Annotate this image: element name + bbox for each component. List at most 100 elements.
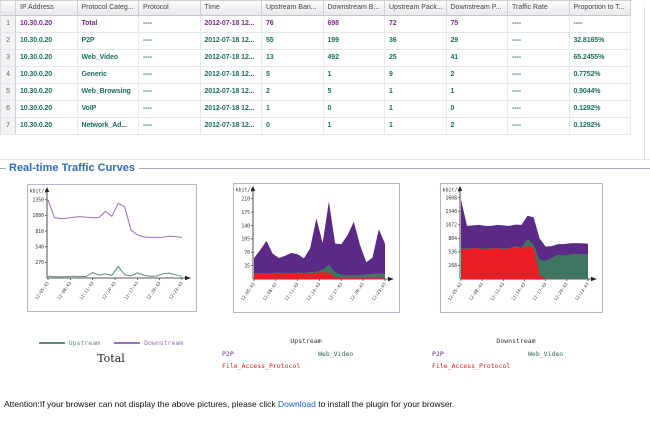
column-header-protocol[interactable]: Protocol (139, 1, 201, 16)
svg-text:1340: 1340 (445, 209, 457, 215)
table-cell: ---- (139, 67, 201, 84)
table-cell: ---- (139, 50, 201, 67)
row-number: 3 (1, 50, 16, 67)
svg-text:810: 810 (35, 229, 44, 235)
row-number: 7 (1, 118, 16, 135)
y-axis-unit-label: kbit/s (30, 189, 48, 195)
row-number: 1 (1, 16, 16, 33)
table-row[interactable]: 4 10.30.0.20 Generic ---- 2012-07-18 12... 5 1… (1, 67, 632, 84)
table-row[interactable]: 3 10.30.0.20 Web_Video ---- 2012-07-18 12...… (1, 50, 632, 67)
svg-text:536: 536 (448, 250, 457, 256)
column-header-time[interactable]: Time (200, 1, 262, 16)
legend-swatch (114, 342, 141, 344)
table-cell: ---- (508, 84, 570, 101)
svg-text:140: 140 (241, 223, 250, 229)
svg-text:540: 540 (35, 245, 44, 251)
traffic-table: IP Address Protocol Categ... Protocol Ti… (0, 0, 632, 135)
svg-text:12:23:43: 12:23:43 (371, 281, 388, 302)
table-cell: 55 (262, 33, 324, 50)
table-row[interactable]: 7 10.30.0.20 Network_Ad... ---- 2012-07-18 1… (1, 118, 632, 135)
table-cell: Web_Browsing (77, 84, 139, 101)
section-title: Real-time Traffic Curves (9, 162, 135, 174)
table-cell: 0 (262, 118, 324, 135)
table-cell: 2012-07-18 12... (200, 67, 262, 84)
table-cell: ---- (508, 16, 570, 33)
table-row[interactable]: 6 10.30.0.20 VoIP ---- 2012-07-18 12... 1 0 1 0-… (1, 101, 632, 118)
y-axis-unit-label: kbit/s (236, 188, 254, 194)
svg-text:12:08:43: 12:08:43 (468, 281, 485, 302)
column-header-downstream-packets[interactable]: Downstream P... (446, 1, 508, 16)
svg-text:70: 70 (244, 250, 250, 256)
table-cell: 1 (323, 118, 385, 135)
svg-text:12:20:43: 12:20:43 (349, 281, 366, 302)
table-cell: 1 (323, 67, 385, 84)
table-cell: 2012-07-18 12... (200, 50, 262, 67)
downstream-traffic-chart: kbit/s 268 536 804 1072 1340 1608 12:05:43 12:08… (440, 183, 603, 313)
column-header-protocol-category[interactable]: Protocol Categ... (77, 1, 139, 16)
svg-text:105: 105 (241, 237, 250, 243)
y-axis-unit-label: kbit/s (443, 188, 461, 194)
table-cell: 25 (385, 50, 447, 67)
table-cell: 0.7752% (569, 67, 631, 84)
column-header-upstream-packets[interactable]: Upstream Pack... (385, 1, 447, 16)
table-cell: ---- (139, 33, 201, 50)
attention-note: Attention:If your browser can not displa… (4, 399, 454, 409)
traffic-table-body: 1 10.30.0.20 Total ---- 2012-07-18 12... 76 69… (1, 16, 632, 135)
svg-text:12:05:43: 12:05:43 (447, 281, 464, 302)
table-cell: 72 (385, 16, 447, 33)
table-cell: 2 (262, 84, 324, 101)
download-plugin-link[interactable]: Download (278, 399, 316, 409)
svg-text:270: 270 (35, 260, 44, 266)
svg-text:12:08:43: 12:08:43 (262, 281, 279, 302)
column-header-ip[interactable]: IP Address (16, 1, 78, 16)
table-row[interactable]: 1 10.30.0.20 Total ---- 2012-07-18 12... 76 69… (1, 16, 632, 33)
table-cell: 75 (446, 16, 508, 33)
table-cell: 698 (323, 16, 385, 33)
svg-text:12:11:43: 12:11:43 (489, 281, 506, 302)
legend-item-upstream: Upstream (38, 339, 100, 347)
svg-text:12:17:43: 12:17:43 (532, 281, 549, 302)
column-header-downstream-bandwidth[interactable]: Downstream B... (323, 1, 385, 16)
fieldset-line-right (138, 167, 650, 169)
downstream-legend-title: Downstream (496, 337, 536, 345)
table-cell: 76 (262, 16, 324, 33)
row-number-header (1, 1, 16, 16)
legend-label-web_video: Web_Video (528, 350, 564, 358)
table-cell: ---- (139, 84, 201, 101)
table-cell: Network_Ad... (77, 118, 139, 135)
table-row[interactable]: 2 10.30.0.20 P2P ---- 2012-07-18 12... 55 199 3… (1, 33, 632, 50)
row-number: 5 (1, 84, 16, 101)
column-header-upstream-bandwidth[interactable]: Upstream Ban... (262, 1, 324, 16)
table-row[interactable]: 5 10.30.0.20 Web_Browsing ---- 2012-07-18 12… (1, 84, 632, 101)
table-cell: 10.30.0.20 (16, 33, 78, 50)
table-cell: 2012-07-18 12... (200, 33, 262, 50)
table-cell: 10.30.0.20 (16, 67, 78, 84)
upstream-chart-canvas: kbit/s 35 70 105 140 175 210 12:05:43 12:08:43 12… (236, 186, 394, 302)
fieldset-line-left (0, 167, 6, 169)
upstream-legend-title: Upstream (290, 337, 322, 345)
table-cell: 0 (446, 101, 508, 118)
table-cell: ---- (508, 118, 570, 135)
table-cell: Web_Video (77, 50, 139, 67)
svg-text:12:20:43: 12:20:43 (146, 280, 163, 301)
table-cell: ---- (139, 101, 201, 118)
table-cell: 1 (446, 84, 508, 101)
svg-text:1608: 1608 (445, 195, 457, 201)
upstream-chart-legend: Upstream P2P Web_Video File_Access_Protoco… (218, 337, 394, 375)
downstream-chart-canvas: kbit/s 268 536 804 1072 1340 1608 12:05:43 12:08… (443, 186, 597, 302)
column-header-proportion[interactable]: Proportion to T... (569, 1, 631, 16)
total-traffic-chart: kbit/s 270 540 810 1080 1350 12:05:43 12:08:43 1… (27, 184, 197, 312)
svg-text:210: 210 (241, 197, 250, 203)
table-cell: ---- (508, 101, 570, 118)
legend-label-file_access_protocol: File_Access_Protocol (432, 362, 511, 370)
svg-text:804: 804 (448, 236, 457, 242)
table-cell: 10.30.0.20 (16, 101, 78, 118)
svg-text:12:08:43: 12:08:43 (56, 280, 73, 301)
svg-text:12:05:43: 12:05:43 (34, 280, 51, 301)
right-panel-edge (644, 7, 645, 159)
svg-text:12:23:43: 12:23:43 (574, 281, 591, 302)
table-cell: 5 (262, 67, 324, 84)
table-cell: ---- (508, 33, 570, 50)
column-header-traffic-rate[interactable]: Traffic Rate (508, 1, 570, 16)
table-cell: 5 (323, 84, 385, 101)
